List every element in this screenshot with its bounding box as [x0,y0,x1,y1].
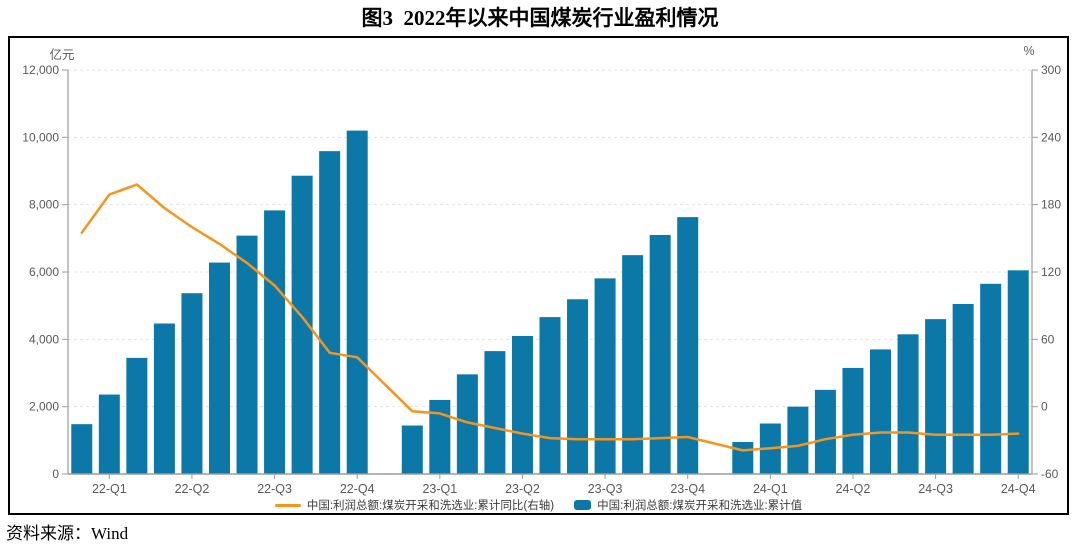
bar-2022-11 [319,151,341,475]
bar-2022-06 [181,293,203,474]
right-axis-tick-label: 120 [1041,265,1061,279]
bar-2023-11 [649,234,671,474]
right-axis-tick-label: 300 [1041,63,1061,77]
bar-2022-08 [236,235,258,474]
bar-2024-09 [925,319,947,474]
right-axis-tick-label: 240 [1041,130,1061,144]
bar-2022-10 [291,175,313,475]
bar-2022-03 [98,394,120,474]
bar-2023-08 [567,299,589,474]
bar-2024-02 [732,442,754,474]
x-axis-tick-label: 22-Q3 [257,482,292,496]
bar-2024-07 [870,349,892,474]
legend-label-yoy: 中国:利润总额:煤炭开采和洗选业:累计同比(右轴) [306,500,555,512]
left-axis-tick-label: 8,000 [29,198,59,212]
x-axis-tick-label: 23-Q1 [422,482,457,496]
bar-2024-10 [952,303,974,474]
bar-2022-09 [264,210,286,474]
right-axis-unit-label: % [1023,44,1035,58]
x-axis-tick-label: 23-Q3 [588,482,623,496]
bar-2024-05 [814,389,836,474]
right-axis-tick-label: 180 [1041,198,1061,212]
x-axis-tick-label: 23-Q4 [670,482,705,496]
left-axis-tick-label: 10,000 [22,130,59,144]
bar-2023-04 [456,374,478,474]
bar-2023-02 [401,425,423,474]
bar-2023-10 [622,255,644,474]
left-axis-unit-label: 亿元 [49,48,75,62]
right-axis-tick-label: 0 [1041,400,1048,414]
source-note: 资料来源：Wind [6,524,129,543]
line-series-swatch-icon [274,503,301,507]
left-axis-tick-label: 6,000 [29,265,59,279]
bar-series-swatch-icon [574,500,592,510]
bar-2022-04 [126,357,148,474]
x-axis-tick-label: 23-Q2 [505,482,540,496]
left-axis-tick-label: 4,000 [29,332,59,346]
bar-2024-06 [842,367,864,474]
bar-2024-04 [787,406,809,474]
x-axis-tick-label: 24-Q2 [836,482,871,496]
bar-2023-03 [429,399,451,474]
bar-2022-07 [208,262,230,474]
legend: 中国:利润总额:煤炭开采和洗选业:累计同比(右轴) 中国:利润总额:煤炭开采和洗… [8,497,1069,513]
bar-2023-12 [677,217,699,474]
x-axis-tick-label: 22-Q4 [340,482,375,496]
x-axis-tick-label: 24-Q1 [753,482,788,496]
x-axis-tick-label: 22-Q1 [92,482,127,496]
yoy-line-series [80,183,1020,452]
legend-item-yoy-line: 中国:利润总额:煤炭开采和洗选业:累计同比(右轴) [274,497,555,513]
bar-2024-12 [1007,270,1029,474]
bar-2023-05 [484,351,506,474]
x-axis-tick-label: 24-Q4 [1001,482,1036,496]
left-axis-tick-label: 2,000 [29,400,59,414]
left-axis-tick-label: 0 [52,467,59,481]
bar-2023-09 [594,278,616,474]
bar-2022-12 [346,130,368,474]
legend-label-cumulative: 中国:利润总额:煤炭开采和洗选业:累计值 [597,500,803,512]
x-axis-tick-label: 24-Q3 [918,482,953,496]
right-axis-tick-label: 60 [1041,332,1055,346]
bar-2023-07 [539,317,561,474]
chart-title: 图3 2022年以来中国煤炭行业盈利情况 [361,6,719,30]
left-axis-tick-label: 12,000 [22,63,59,77]
bar-2022-05 [153,323,175,474]
legend-item-cumulative-bar: 中国:利润总额:煤炭开采和洗选业:累计值 [574,497,802,513]
bar-2024-11 [980,283,1002,474]
right-axis-tick-label: -60 [1041,467,1059,481]
bar-2024-08 [897,334,919,474]
x-axis-tick-label: 22-Q2 [175,482,210,496]
bar-2023-06 [511,335,533,474]
bar-2022-02 [71,424,93,474]
